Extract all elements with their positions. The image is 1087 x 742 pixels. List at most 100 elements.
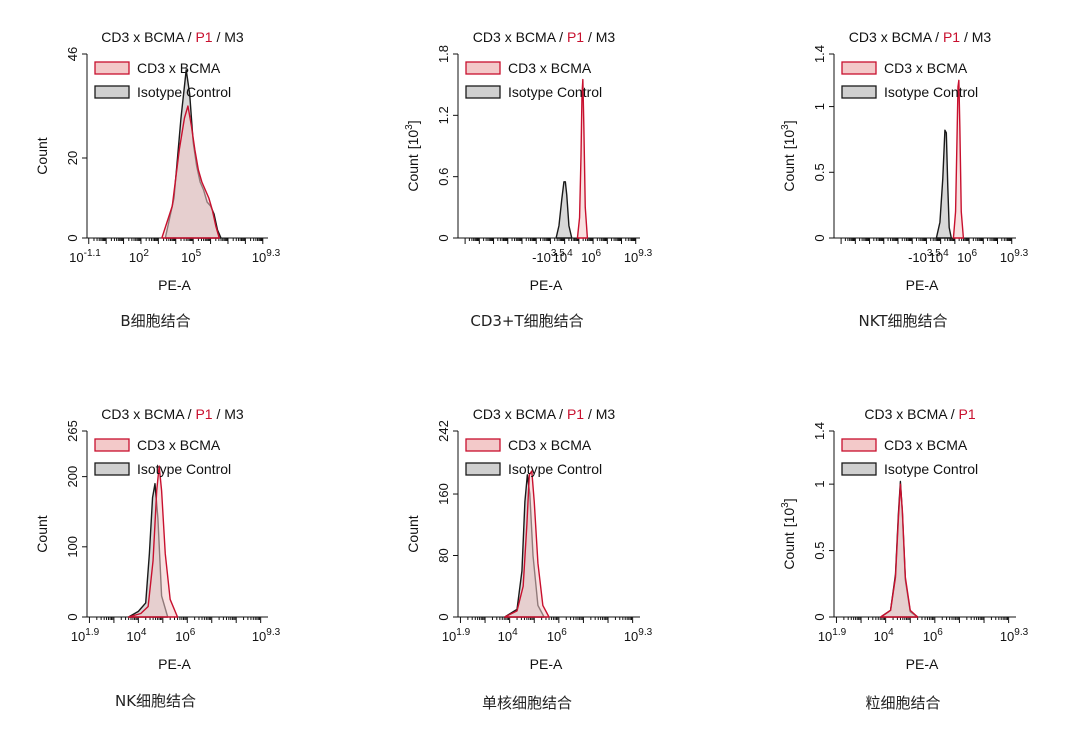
- title-sample: CD3 x BCMA: [849, 29, 933, 45]
- x-tick-label: 101.9: [71, 627, 100, 644]
- x-tick-label: 10-1.1: [69, 248, 101, 265]
- y-tick-label: 1.4: [812, 45, 827, 63]
- histogram-panel-3: CD3 x BCMA / P1 / M3 0 0.5 1 1.4 Count [103] -1…: [780, 29, 1029, 330]
- x-tick-base: 10: [547, 629, 561, 644]
- y-tick-label: 100: [65, 536, 80, 558]
- title-marker: M3: [596, 406, 616, 422]
- x-tick-exp: 4: [141, 627, 147, 638]
- x-tick-label: 102: [129, 248, 149, 265]
- y-tick-label: 0: [65, 234, 80, 241]
- x-tick-exp: 1.9: [832, 627, 846, 638]
- x-tick-label: -103.5: [532, 248, 565, 265]
- x-axis-label: PE-A: [906, 277, 939, 293]
- x-tick-exp: 6: [561, 627, 567, 638]
- y-axis-label-text: Count: [781, 532, 797, 569]
- y-axis-unit-close: ]: [781, 498, 797, 502]
- x-tick-base: 10: [181, 250, 195, 265]
- x-tick-exp: 9.3: [638, 627, 652, 638]
- series-isotype-control: [555, 181, 573, 239]
- plot-title: CD3 x BCMA / P1 / M3: [101, 29, 244, 45]
- panel-caption: 粒细胞结合: [865, 694, 940, 712]
- title-gate: P1: [195, 29, 212, 45]
- x-tick-exp: 6: [190, 627, 196, 638]
- x-tick-exp: 1.9: [456, 627, 470, 638]
- title-sep: /: [584, 29, 596, 45]
- title-gate: P1: [959, 406, 976, 422]
- y-axis-label: Count: [405, 515, 421, 552]
- y-tick-label: 160: [436, 483, 451, 505]
- x-tick-exp: 3.5: [927, 248, 941, 259]
- x-tick-label: 106: [175, 627, 195, 644]
- x-tick-base: 10: [252, 629, 266, 644]
- x-tick-exp: 9.3: [638, 248, 652, 259]
- y-tick-label: 0: [812, 613, 827, 620]
- x-tick-base: 10: [624, 250, 638, 265]
- y-tick-label: 0: [436, 613, 451, 620]
- x-axis-label: PE-A: [906, 656, 939, 672]
- x-tick-exp: 1.9: [85, 627, 99, 638]
- x-tick-base: 10: [624, 629, 638, 644]
- legend-swatch-sample: [465, 61, 501, 75]
- x-tick-exp: 9.3: [1014, 248, 1028, 259]
- x-tick-label: 101.9: [442, 627, 471, 644]
- title-sep: /: [184, 29, 196, 45]
- x-tick-base: 10: [252, 250, 266, 265]
- legend-label: Isotype Control: [508, 461, 602, 477]
- x-tick-base: 10: [581, 250, 595, 265]
- y-axis-label: Count: [34, 137, 50, 174]
- y-tick-label: 0: [436, 234, 451, 241]
- series-cd3xbcma: [504, 470, 550, 618]
- legend-label: Isotype Control: [137, 84, 231, 100]
- y-tick-label: 0: [65, 613, 80, 620]
- series-isotype-control: [935, 129, 953, 239]
- plot-title: CD3 x BCMA / P1 / M3: [101, 406, 244, 422]
- y-tick-label: 0: [812, 234, 827, 241]
- legend-swatch-sample: [841, 438, 877, 452]
- x-tick-exp: 3.5: [551, 248, 565, 259]
- title-gate: P1: [943, 29, 960, 45]
- y-axis-label-text: Count: [34, 137, 50, 174]
- x-tick-exp: 4: [512, 627, 518, 638]
- title-marker: M3: [596, 29, 616, 45]
- x-tick-label: 109.3: [1000, 627, 1029, 644]
- x-tick-base: -10: [908, 250, 927, 265]
- x-tick-label: 104: [126, 627, 146, 644]
- legend-swatch-sample: [94, 61, 130, 75]
- series-cd3xbcma: [161, 105, 220, 239]
- x-tick-base: 10: [957, 250, 971, 265]
- y-tick-label: 1: [812, 481, 827, 488]
- y-axis-unit-close: ]: [405, 120, 421, 124]
- legend-swatch-control: [94, 85, 130, 99]
- x-tick-label: 106: [547, 627, 567, 644]
- title-sample: CD3 x BCMA: [473, 29, 557, 45]
- x-tick-base: -10: [532, 250, 551, 265]
- x-tick-base: 10: [498, 629, 512, 644]
- title-sample: CD3 x BCMA: [864, 406, 948, 422]
- y-axis-label-text: Count: [405, 154, 421, 191]
- legend-swatch-sample: [465, 438, 501, 452]
- x-tick-base: 10: [69, 250, 83, 265]
- plot-title: CD3 x BCMA / P1 / M3: [473, 29, 616, 45]
- y-tick-label: 1.2: [436, 106, 451, 124]
- legend-label: Isotype Control: [508, 84, 602, 100]
- y-axis-label-text: Count: [405, 515, 421, 552]
- plot-title: CD3 x BCMA / P1: [864, 406, 975, 422]
- x-tick-label: 104: [553, 248, 573, 265]
- x-tick-label: 104: [929, 248, 949, 265]
- x-tick-label: 109.3: [252, 248, 281, 265]
- x-tick-exp: 6: [972, 248, 978, 259]
- title-sample: CD3 x BCMA: [473, 406, 557, 422]
- y-tick-label: 0.5: [812, 163, 827, 181]
- legend-swatch-sample: [94, 438, 130, 452]
- panel-caption: B细胞结合: [120, 312, 190, 330]
- y-axis-unit-exp: 3: [404, 124, 415, 130]
- x-tick-base: 10: [929, 250, 943, 265]
- y-tick-label: 1.4: [812, 422, 827, 440]
- x-tick-label: 109.3: [624, 248, 653, 265]
- x-tick-label: 104: [498, 627, 518, 644]
- title-marker: M3: [224, 29, 244, 45]
- x-tick-label: 105: [181, 248, 201, 265]
- x-tick-base: 10: [1000, 250, 1014, 265]
